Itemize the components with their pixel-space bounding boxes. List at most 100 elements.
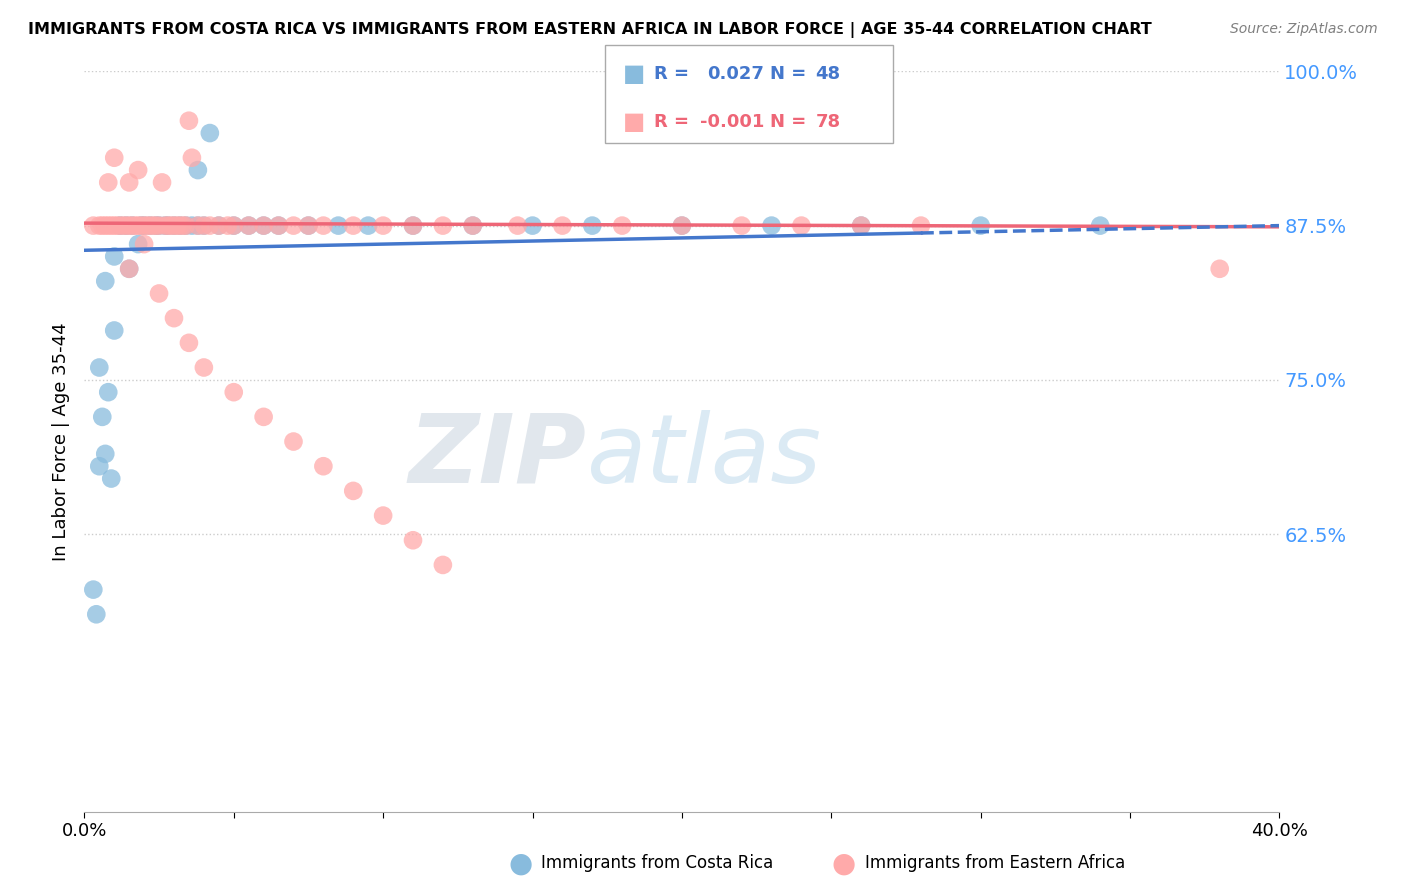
Point xyxy=(217,219,239,233)
Point xyxy=(187,219,209,233)
Point xyxy=(187,219,209,233)
Point xyxy=(432,219,454,233)
Point xyxy=(461,219,484,233)
Point xyxy=(115,219,138,233)
Point xyxy=(267,219,290,233)
Point xyxy=(461,219,484,233)
Point xyxy=(193,219,215,233)
Point xyxy=(150,175,173,189)
Point xyxy=(94,219,117,233)
Point xyxy=(297,219,319,233)
Point xyxy=(132,219,156,233)
Point xyxy=(166,219,188,233)
Point xyxy=(342,483,364,498)
Point xyxy=(112,219,135,233)
Point xyxy=(328,219,350,233)
Point xyxy=(851,219,873,233)
Point xyxy=(100,471,122,485)
Point xyxy=(208,219,231,233)
Point xyxy=(790,219,813,233)
Point xyxy=(136,219,159,233)
Point xyxy=(103,324,125,338)
Point xyxy=(89,360,111,375)
Point xyxy=(97,175,120,189)
Point xyxy=(121,219,143,233)
Point xyxy=(139,219,162,233)
Point xyxy=(402,533,425,548)
Text: Immigrants from Eastern Africa: Immigrants from Eastern Africa xyxy=(865,855,1125,872)
Point xyxy=(132,237,156,252)
Point xyxy=(160,219,183,233)
Point xyxy=(97,385,120,400)
Point xyxy=(506,219,529,233)
Text: ●: ● xyxy=(508,849,533,878)
Text: 48: 48 xyxy=(815,65,841,83)
Point xyxy=(671,219,693,233)
Point xyxy=(851,219,873,233)
Point xyxy=(100,219,122,233)
Point xyxy=(110,219,132,233)
Point xyxy=(177,335,200,350)
Point xyxy=(105,219,128,233)
Point xyxy=(129,219,152,233)
Point xyxy=(139,219,162,233)
Point xyxy=(283,219,305,233)
Point xyxy=(142,219,165,233)
Point xyxy=(222,219,245,233)
Point xyxy=(121,219,143,233)
Point xyxy=(82,582,104,597)
Point xyxy=(342,219,364,233)
Text: IMMIGRANTS FROM COSTA RICA VS IMMIGRANTS FROM EASTERN AFRICA IN LABOR FORCE | AG: IMMIGRANTS FROM COSTA RICA VS IMMIGRANTS… xyxy=(28,22,1152,38)
Point xyxy=(187,163,209,178)
Point xyxy=(731,219,754,233)
Point xyxy=(198,126,221,140)
Point xyxy=(163,219,186,233)
Text: N =: N = xyxy=(770,113,807,131)
Point xyxy=(157,219,180,233)
Point xyxy=(148,286,170,301)
Point xyxy=(163,311,186,326)
Point xyxy=(118,261,141,276)
Point xyxy=(222,385,245,400)
Point xyxy=(373,219,395,233)
Point xyxy=(222,219,245,233)
Point xyxy=(181,219,204,233)
Point xyxy=(761,219,783,233)
Point xyxy=(612,219,634,233)
Text: Immigrants from Costa Rica: Immigrants from Costa Rica xyxy=(541,855,773,872)
Point xyxy=(169,219,191,233)
Point xyxy=(402,219,425,233)
Point xyxy=(373,508,395,523)
Point xyxy=(153,219,176,233)
Point xyxy=(103,151,125,165)
Point xyxy=(118,219,141,233)
Point xyxy=(671,219,693,233)
Point xyxy=(970,219,993,233)
Point xyxy=(910,219,932,233)
Point xyxy=(157,219,180,233)
Point xyxy=(118,261,141,276)
Point xyxy=(253,219,276,233)
Text: 78: 78 xyxy=(815,113,841,131)
Point xyxy=(402,219,425,233)
Point xyxy=(174,219,197,233)
Text: R =: R = xyxy=(654,113,689,131)
Point xyxy=(148,219,170,233)
Point xyxy=(283,434,305,449)
Text: ●: ● xyxy=(831,849,856,878)
Point xyxy=(94,274,117,288)
Point xyxy=(94,447,117,461)
Point xyxy=(127,237,149,252)
Point xyxy=(253,219,276,233)
Point xyxy=(267,219,290,233)
Point xyxy=(297,219,319,233)
Point xyxy=(312,219,335,233)
Point xyxy=(177,113,200,128)
Point xyxy=(91,219,114,233)
Point xyxy=(198,219,221,233)
Point xyxy=(110,219,132,233)
Point xyxy=(89,219,111,233)
Point xyxy=(169,219,191,233)
Point xyxy=(82,219,104,233)
Point xyxy=(1090,219,1112,233)
